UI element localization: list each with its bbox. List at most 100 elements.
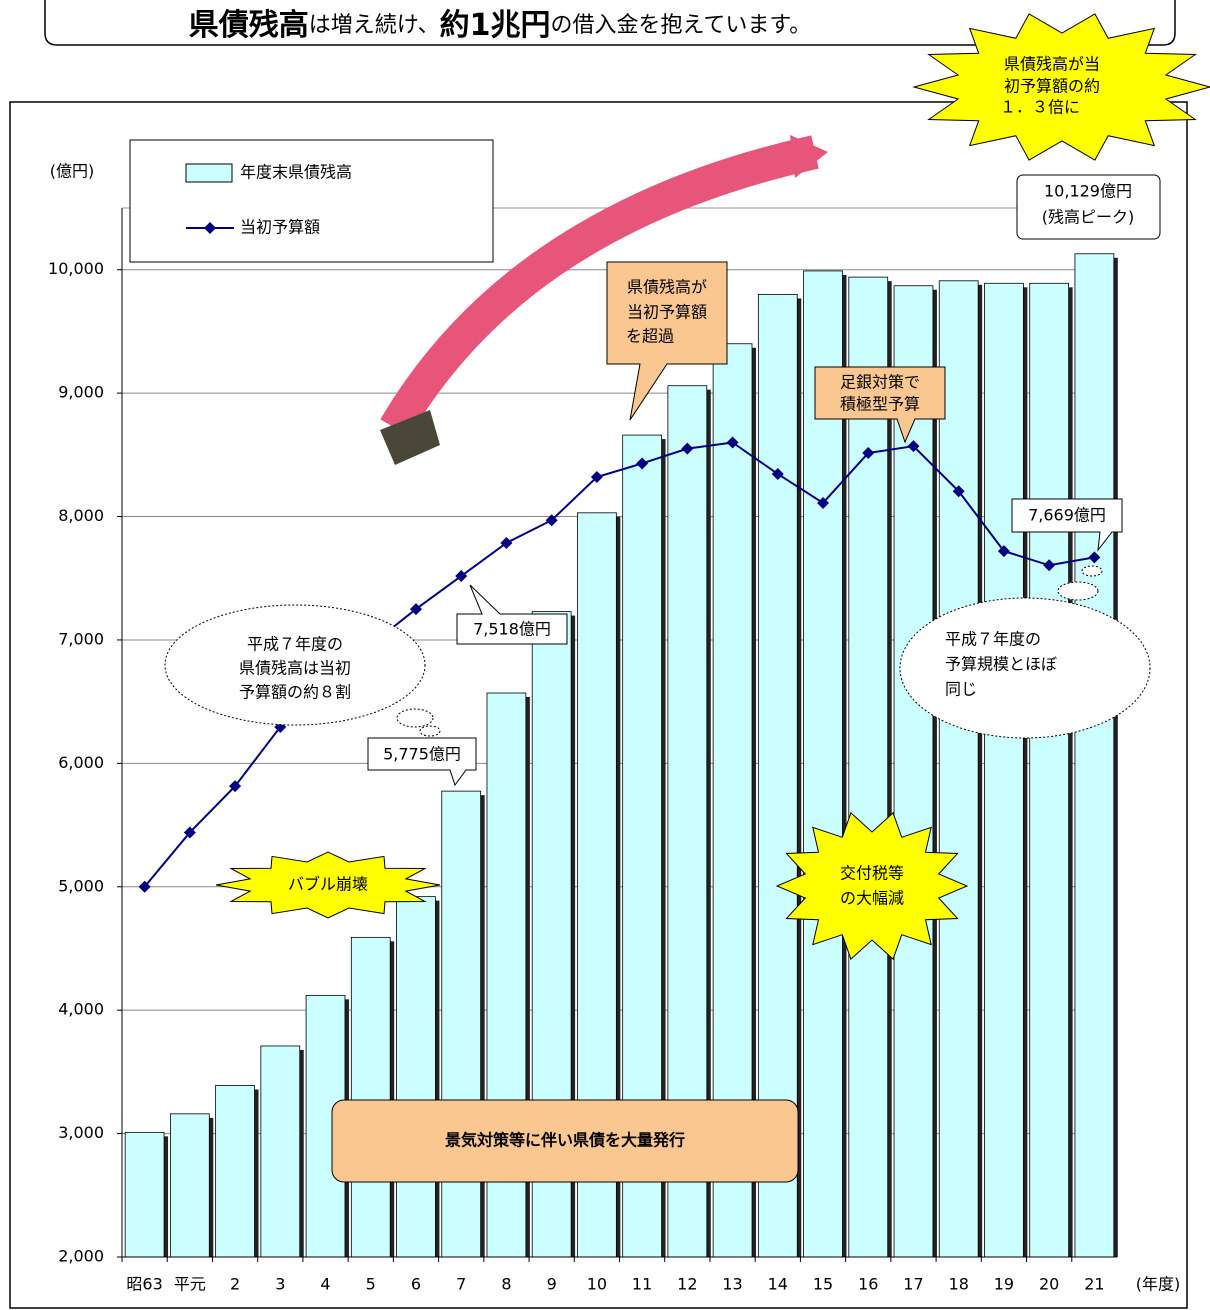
bar xyxy=(350,936,391,1258)
x-tick-label: 平元 xyxy=(174,1275,206,1294)
y-tick-label: 10,000 xyxy=(48,259,104,278)
line-marker xyxy=(409,603,422,616)
cloud xyxy=(1057,581,1099,601)
x-tick-label: 18 xyxy=(949,1275,969,1294)
annotation: バブル崩壊 xyxy=(288,875,368,894)
annotation: 県債残高が xyxy=(627,278,707,297)
line-marker xyxy=(907,440,920,453)
cloud xyxy=(396,708,434,728)
y-tick-label: 6,000 xyxy=(58,753,104,772)
annotation: 景気対策等に伴い県債を大量発行 xyxy=(445,1131,685,1150)
line-marker xyxy=(183,826,196,839)
cloud xyxy=(419,725,441,737)
annotation: 積極型予算 xyxy=(840,395,920,414)
bar xyxy=(893,285,934,1258)
cloud xyxy=(899,597,1151,739)
arrow-base xyxy=(380,410,440,465)
x-tick-label: 9 xyxy=(547,1275,557,1294)
x-tick-label: 2 xyxy=(230,1275,240,1294)
y-tick-label: 4,000 xyxy=(58,1000,104,1019)
line-marker xyxy=(590,471,603,484)
x-tick-label: 3 xyxy=(275,1275,285,1294)
callout xyxy=(606,261,728,421)
annotation: 県債残高が当 xyxy=(1004,55,1100,74)
y-tick-label: 3,000 xyxy=(58,1123,104,1142)
header-part: は増え続け、 xyxy=(309,13,440,38)
x-tick-label: 16 xyxy=(858,1275,878,1294)
annotation: 交付税等 xyxy=(840,864,904,883)
cloud xyxy=(1081,565,1103,577)
line-marker xyxy=(997,545,1010,558)
bar xyxy=(757,293,798,1258)
annotation: 同じ xyxy=(945,680,977,699)
callout xyxy=(814,366,946,444)
label-box xyxy=(456,584,568,645)
bar xyxy=(169,1113,210,1258)
y-tick-label: 7,000 xyxy=(58,629,104,648)
x-tick-label: 19 xyxy=(994,1275,1014,1294)
label-box xyxy=(367,737,477,787)
value-label: 7,669億円 xyxy=(1028,506,1106,525)
bar xyxy=(396,896,436,1258)
decorations xyxy=(164,13,1210,1183)
annotation: 予算規模とほぼ xyxy=(945,655,1057,674)
annotation: １．３倍に xyxy=(1000,98,1080,117)
bar xyxy=(124,1131,165,1258)
label-box xyxy=(1016,174,1161,240)
line-marker xyxy=(229,780,242,793)
line-marker xyxy=(500,536,513,549)
x-tick-label: 7 xyxy=(456,1275,466,1294)
y-tick-label: 9,000 xyxy=(58,383,104,402)
x-tick-label: 8 xyxy=(501,1275,511,1294)
bar xyxy=(1029,282,1070,1258)
line-marker xyxy=(952,485,965,498)
banner xyxy=(44,0,1176,46)
x-tick-label: 4 xyxy=(320,1275,330,1294)
x-tick-label: 12 xyxy=(677,1275,697,1294)
cloud xyxy=(164,604,426,726)
legend-marker xyxy=(204,222,216,234)
x-tick-label: 昭63 xyxy=(126,1275,162,1294)
legend-swatch xyxy=(185,163,233,183)
annotation: 平成７年度の xyxy=(247,635,343,654)
bar xyxy=(1074,253,1115,1258)
x-tick-label: 14 xyxy=(768,1275,788,1294)
header-part: 約1兆円 xyxy=(440,8,551,43)
annotation: 当初予算額 xyxy=(627,303,707,322)
line-marker xyxy=(817,496,830,509)
line-marker xyxy=(545,514,558,527)
value-label: 10,129億円 xyxy=(1044,182,1132,201)
line-marker xyxy=(771,467,784,480)
y-tick-label: 5,000 xyxy=(58,876,104,895)
legend-label: 当初予算額 xyxy=(240,218,320,237)
line-marker xyxy=(1088,551,1101,564)
y-tick-label: 2,000 xyxy=(58,1247,104,1266)
line-marker xyxy=(138,880,151,893)
x-tick-label: 21 xyxy=(1084,1275,1104,1294)
x-tick-label: 15 xyxy=(813,1275,833,1294)
x-axis-label: (年度) xyxy=(1136,1275,1181,1294)
line-marker xyxy=(1043,559,1056,572)
bar xyxy=(984,282,1024,1258)
line-marker xyxy=(681,442,694,455)
label-box xyxy=(1011,498,1123,552)
starburst xyxy=(912,13,1210,161)
header-part: 県債残高 xyxy=(189,8,309,43)
annotation: の大幅減 xyxy=(840,889,904,908)
annotations: 県債残高が当 初予算額の約 １．３倍に 県債残高が 当初予算額 を超過 足銀対策… xyxy=(239,55,1134,1150)
x-tick-label: 5 xyxy=(366,1275,376,1294)
bar xyxy=(441,790,482,1258)
line-marker xyxy=(862,446,875,459)
value-label: 7,518億円 xyxy=(473,620,551,639)
starburst xyxy=(215,851,441,919)
header: 県債残高は増え続け、約1兆円の借入金を抱えています。 xyxy=(189,8,811,43)
y-axis-label: (億円) xyxy=(50,162,95,181)
line-marker xyxy=(636,457,649,470)
y-tick-label: 8,000 xyxy=(58,506,104,525)
bar xyxy=(938,280,979,1258)
annotation: 平成７年度の xyxy=(945,630,1041,649)
callout xyxy=(331,1099,799,1183)
x-tick-label: 11 xyxy=(632,1275,652,1294)
legend-label: 年度末県債残高 xyxy=(240,163,352,182)
